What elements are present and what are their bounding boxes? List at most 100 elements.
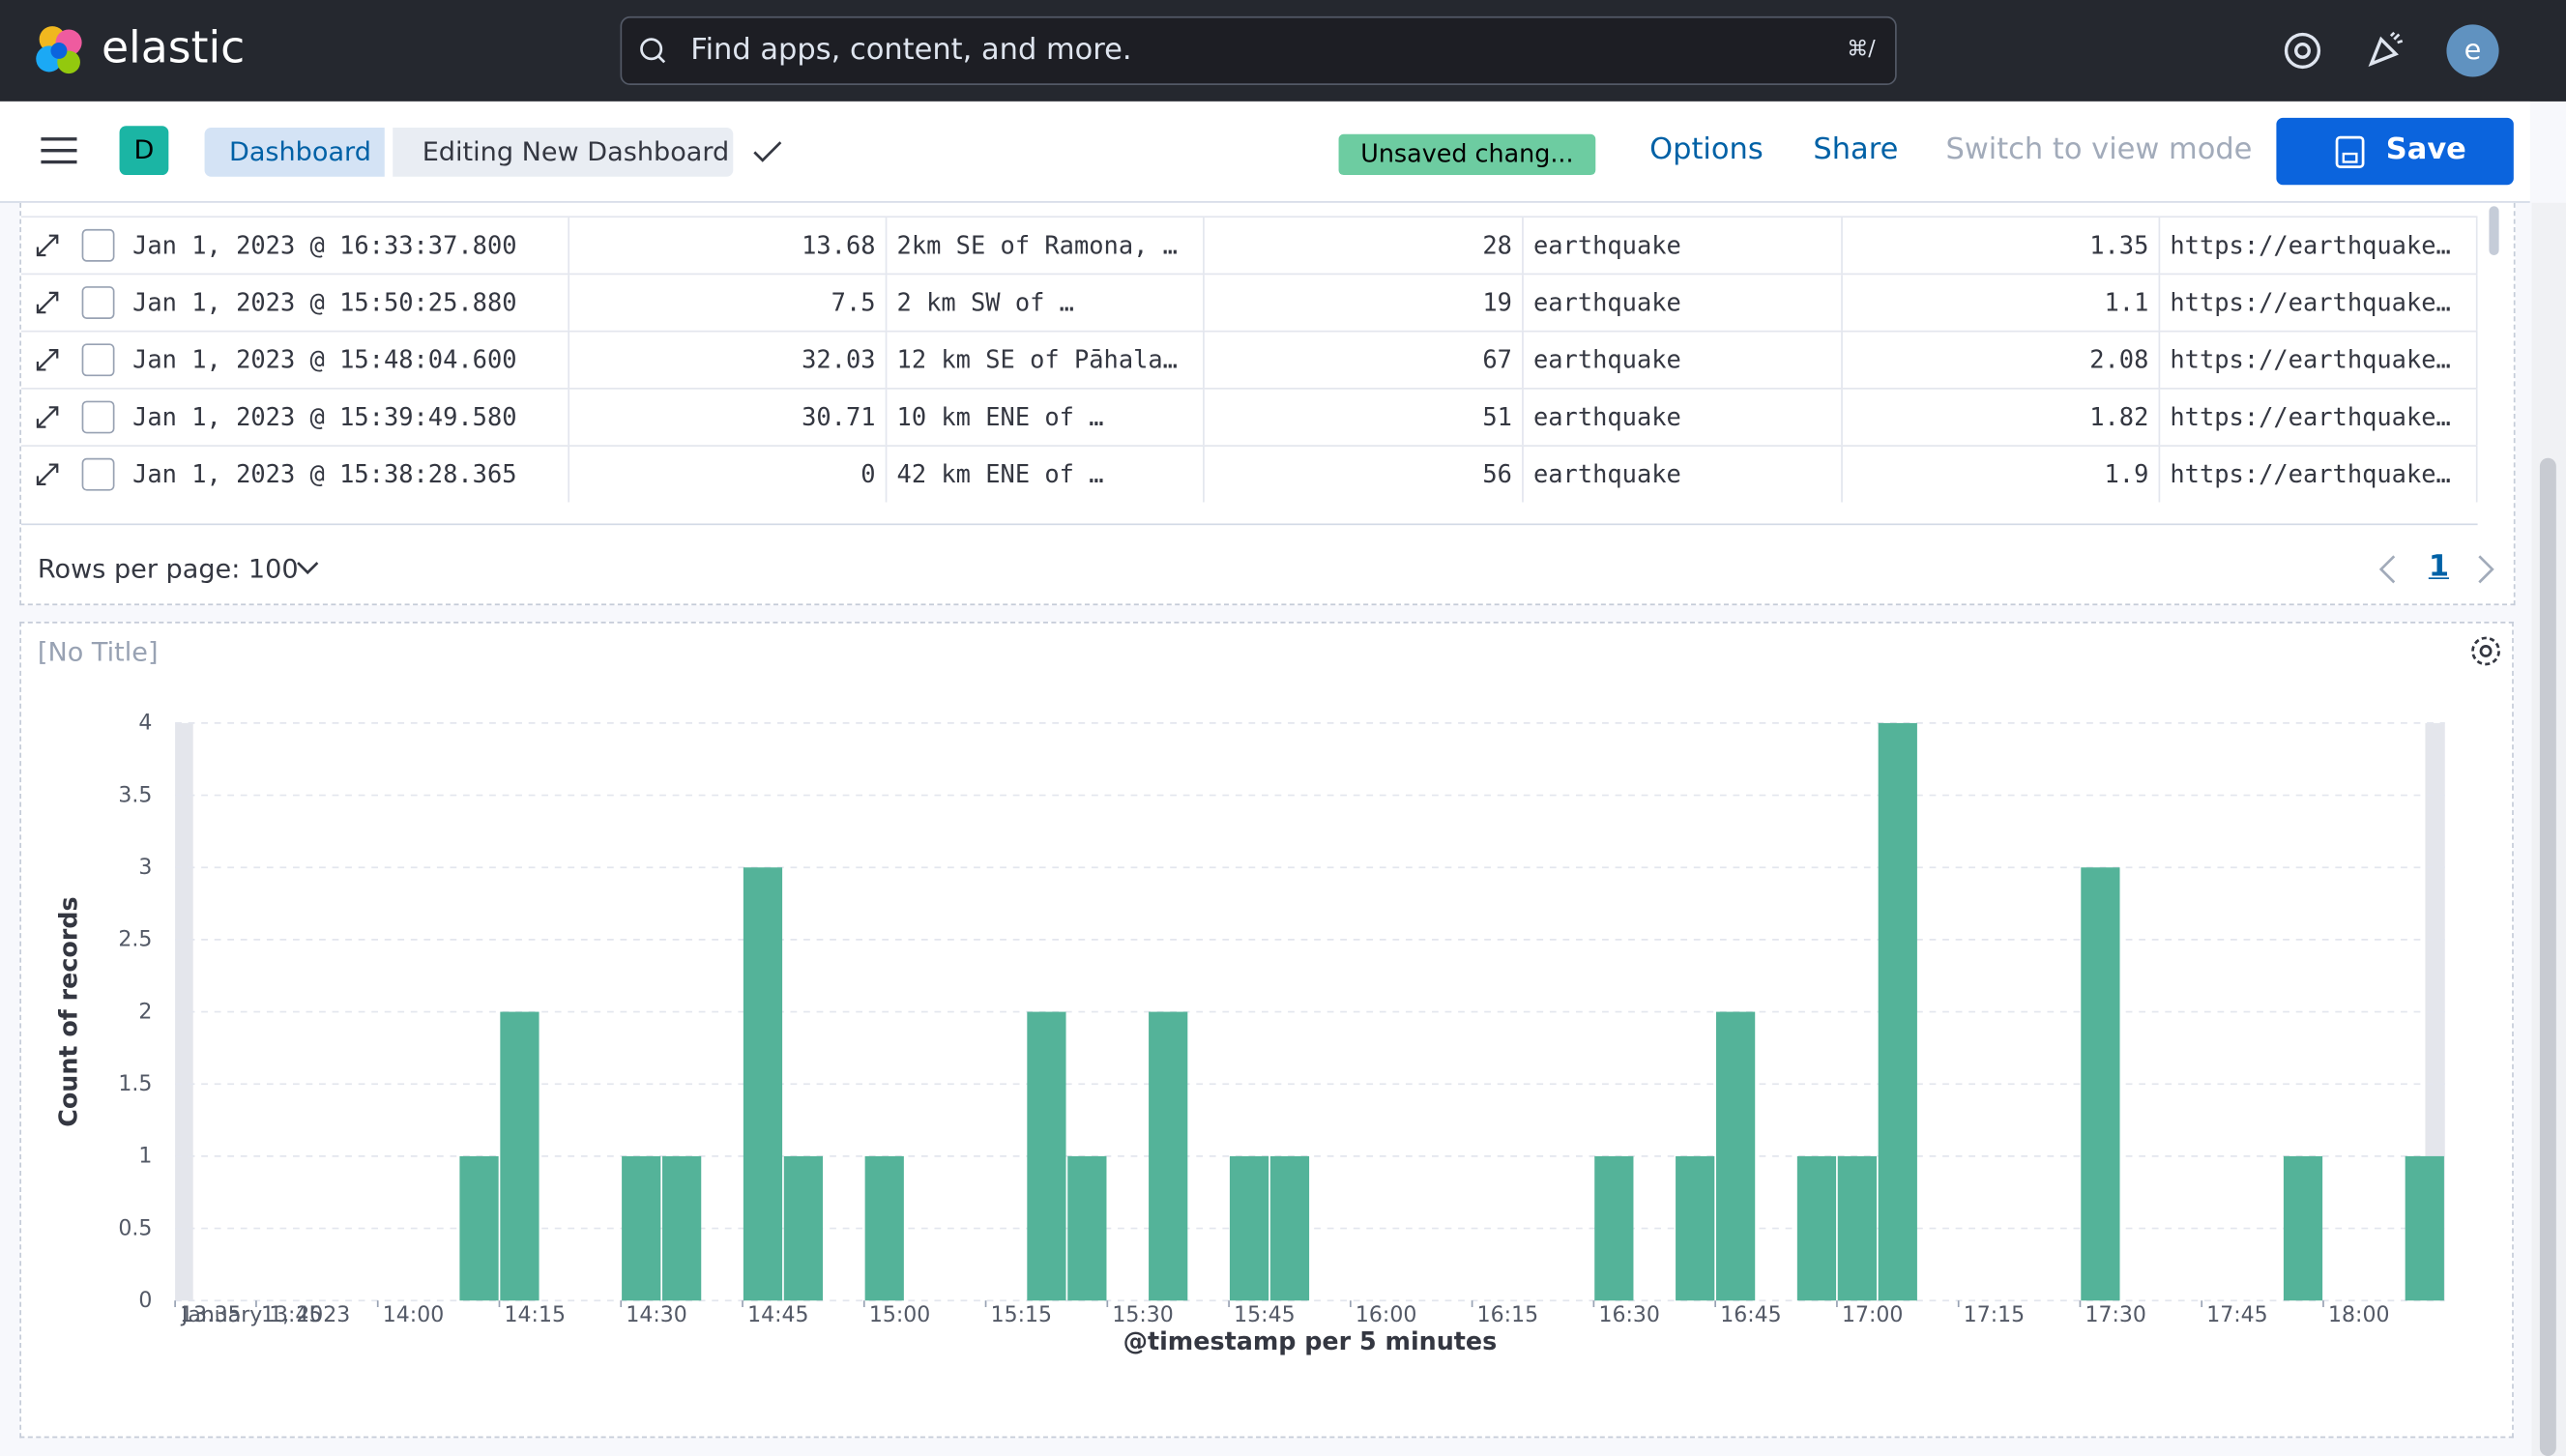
table-cell: 2km SE of Ramona, …	[887, 218, 1205, 274]
y-tick-label: 1	[138, 1145, 152, 1169]
scroll-thumb[interactable]	[2539, 457, 2556, 1456]
x-tick-label: 14:15	[505, 1303, 566, 1327]
page-scrollbar[interactable]	[2531, 202, 2566, 1456]
avatar[interactable]: e	[2446, 24, 2499, 77]
x-tick-label: 17:00	[1842, 1303, 1903, 1327]
table-cell: 1.35	[1843, 218, 2161, 274]
table-cell: Jan 1, 2023 @ 15:50:25.880	[123, 275, 570, 331]
bar	[864, 1155, 904, 1301]
table-cell: https://earthquake…	[2160, 218, 2478, 274]
table-cell: earthquake	[1524, 275, 1843, 331]
y-tick-label: 3	[138, 856, 152, 880]
table-cell: Jan 1, 2023 @ 15:48:04.600	[123, 332, 570, 389]
table-cell: 28	[1205, 218, 1524, 274]
search-bar[interactable]: Find apps, content, and more. ⌘/	[620, 15, 1897, 85]
search-icon	[640, 38, 666, 64]
bar	[1149, 1011, 1188, 1301]
x-tick-label: 14:30	[626, 1303, 686, 1327]
table-row: Jan 1, 2023 @ 16:33:37.800 13.68 2km SE of…	[21, 216, 2478, 275]
table-cell: 67	[1205, 332, 1524, 389]
y-axis-title: Count of records	[54, 896, 83, 1126]
next-page[interactable]	[2476, 555, 2495, 584]
save-button[interactable]: Save	[2276, 117, 2514, 186]
table-cell: 2.08	[1843, 332, 2161, 389]
table-cell: 12 km SE of Pāhala…	[887, 332, 1205, 389]
view-mode-button[interactable]: Switch to view mode	[1945, 132, 2253, 167]
bar	[662, 1155, 702, 1301]
breadcrumb[interactable]: Dashboard	[204, 127, 385, 177]
x-tick-label: 15:15	[991, 1303, 1052, 1327]
table-cell: Jan 1, 2023 @ 15:38:28.365	[123, 446, 570, 503]
bar	[1676, 1155, 1715, 1301]
settings-icon[interactable]	[2467, 633, 2503, 669]
expand-icon[interactable]	[35, 347, 61, 373]
expand-icon[interactable]	[35, 461, 61, 487]
y-tick-label: 2.5	[118, 928, 152, 952]
bar	[2283, 1155, 2323, 1301]
help-icon[interactable]	[2283, 31, 2322, 71]
shortcut: ⌘/	[1847, 37, 1876, 63]
bar	[1269, 1155, 1310, 1301]
save-label: Save	[2385, 132, 2466, 167]
space-badge[interactable]: D	[119, 126, 169, 176]
expand-icon[interactable]	[35, 290, 61, 316]
table-cell: Jan 1, 2023 @ 15:39:49.580	[123, 389, 570, 446]
status-badge: Unsaved chang...	[1338, 133, 1596, 176]
table-cell: 13.68	[569, 218, 888, 274]
bar	[500, 1011, 539, 1301]
table-panel: Jan 1, 2023 @ 16:33:37.800 13.68 2km SE of…	[19, 202, 2516, 606]
options-button[interactable]: Options	[1649, 132, 1764, 167]
y-tick-label: 4	[138, 712, 152, 736]
x-tick-label: 15:30	[1112, 1303, 1173, 1327]
row-checkbox[interactable]	[81, 457, 115, 491]
menu-icon[interactable]	[41, 135, 77, 164]
x-tick-label: 16:00	[1356, 1303, 1416, 1327]
bar	[743, 867, 783, 1301]
row-checkbox[interactable]	[81, 343, 115, 377]
scrollbar[interactable]	[2489, 206, 2499, 255]
table-cell: https://earthquake…	[2160, 389, 2478, 446]
row-checkbox[interactable]	[81, 400, 115, 434]
table-row: Jan 1, 2023 @ 15:38:28.365 0 42 km ENE of …	[21, 445, 2478, 504]
bar	[783, 1155, 824, 1301]
nav-bar: D Dashboard Editing New Dashboard Unsave…	[0, 101, 2530, 203]
table-cell: 1.82	[1843, 389, 2161, 446]
save-icon	[2335, 135, 2365, 168]
x-tick-label: 16:45	[1720, 1303, 1781, 1327]
table-cell: Jan 1, 2023 @ 16:33:37.800	[123, 218, 570, 274]
table-cell: 1.1	[1843, 275, 2161, 331]
news-icon[interactable]	[2366, 29, 2406, 69]
table-cell: earthquake	[1524, 446, 1843, 503]
x-date-label: January 1, 2023	[180, 1303, 350, 1327]
table-cell: earthquake	[1524, 389, 1843, 446]
row-checkbox[interactable]	[81, 228, 115, 262]
x-tick-label: 15:45	[1234, 1303, 1295, 1327]
chevron[interactable]	[296, 560, 319, 576]
share-button[interactable]: Share	[1813, 132, 1899, 167]
y-tick-label: 2	[138, 1000, 152, 1024]
expand-icon[interactable]	[35, 404, 61, 430]
bar	[2405, 1155, 2444, 1301]
bar	[1796, 1155, 1837, 1301]
table-cell: earthquake	[1524, 218, 1843, 274]
rows-per-page[interactable]: Rows per page: 100	[37, 552, 299, 585]
bar	[1837, 1155, 1877, 1301]
expand-icon[interactable]	[35, 232, 61, 258]
table-row: Jan 1, 2023 @ 15:50:25.880 7.5 2 km SW of …	[21, 273, 2478, 333]
table-cell: 19	[1205, 275, 1524, 331]
page-number[interactable]: 1	[2428, 549, 2450, 585]
x-tick-label: 18:00	[2328, 1303, 2389, 1327]
row-checkbox[interactable]	[81, 286, 115, 319]
table-cell: 42 km ENE of …	[887, 446, 1205, 503]
x-tick-label: 17:45	[2206, 1303, 2267, 1327]
check-icon[interactable]	[753, 141, 782, 164]
prev-page[interactable]	[2377, 555, 2397, 584]
x-tick-label: 14:00	[383, 1303, 444, 1327]
data-grid: Jan 1, 2023 @ 16:33:37.800 13.68 2km SE of…	[21, 203, 2478, 526]
bar	[1067, 1155, 1107, 1301]
bar	[1878, 722, 1917, 1301]
x-tick-label: 17:30	[2085, 1303, 2146, 1327]
